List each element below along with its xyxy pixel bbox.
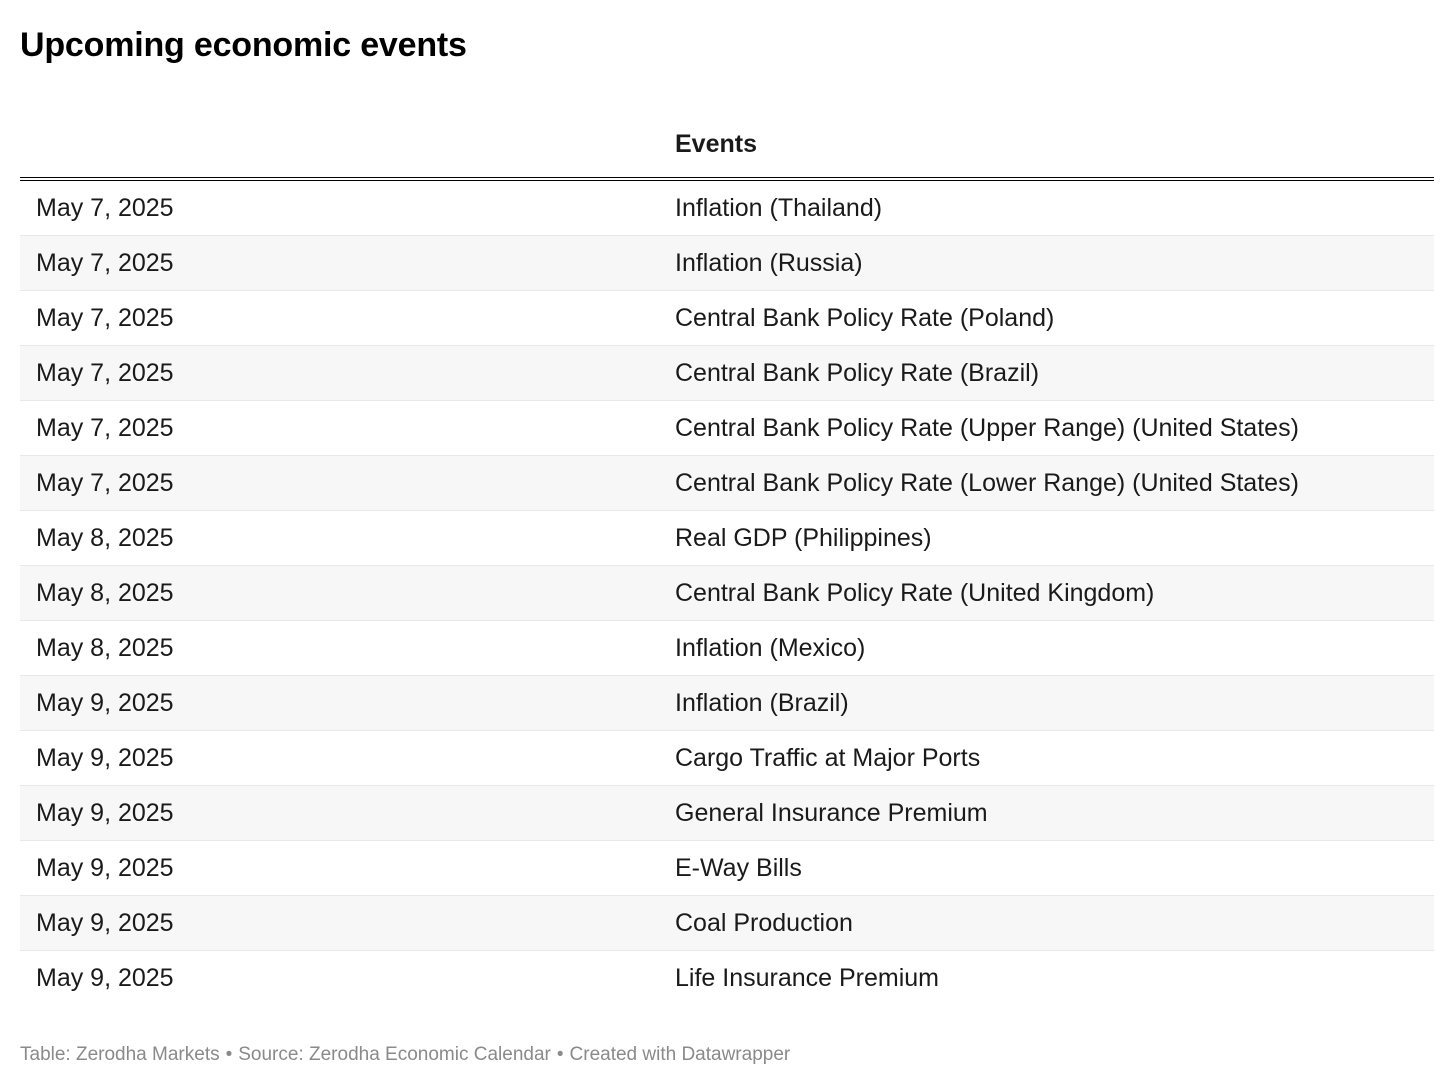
economic-events-table: Events May 7, 2025 Inflation (Thailand) Ma… xyxy=(20,131,1434,1005)
event-cell: E-Way Bills xyxy=(675,854,802,882)
date-cell: May 9, 2025 xyxy=(36,909,174,937)
event-cell: Central Bank Policy Rate (Poland) xyxy=(675,304,1055,332)
date-cell: May 9, 2025 xyxy=(36,854,174,882)
date-cell: May 7, 2025 xyxy=(36,194,174,222)
table-header: Events xyxy=(20,131,1434,181)
event-cell: Real GDP (Philippines) xyxy=(675,524,932,552)
table-credit: Table: Zerodha Markets xyxy=(20,1044,220,1065)
table-row: May 9, 2025 Life Insurance Premium xyxy=(20,950,1434,1006)
event-cell: Central Bank Policy Rate (United Kingdom… xyxy=(675,579,1155,607)
event-cell: Central Bank Policy Rate (Brazil) xyxy=(675,359,1040,387)
event-cell: Inflation (Thailand) xyxy=(675,194,883,222)
table-row: May 8, 2025 Real GDP (Philippines) xyxy=(20,510,1434,566)
date-cell: May 9, 2025 xyxy=(36,964,174,992)
table-row: May 9, 2025 E-Way Bills xyxy=(20,840,1434,896)
event-cell: Coal Production xyxy=(675,909,853,937)
table-row: May 7, 2025 Central Bank Policy Rate (Bra… xyxy=(20,345,1434,401)
date-cell: May 7, 2025 xyxy=(36,359,174,387)
footer-credits: Table: Zerodha Markets • Source: Zerodha E… xyxy=(20,1043,1434,1067)
table-row: May 9, 2025 Cargo Traffic at Major Ports xyxy=(20,730,1434,786)
table-body: May 7, 2025 Inflation (Thailand) May 7, 20… xyxy=(20,179,1434,1005)
credit-separator: • xyxy=(225,1044,233,1065)
column-header-events: Events xyxy=(675,131,1434,181)
date-cell: May 8, 2025 xyxy=(36,524,174,552)
date-cell: May 7, 2025 xyxy=(36,304,174,332)
event-cell: Inflation (Russia) xyxy=(675,249,863,277)
event-cell: Cargo Traffic at Major Ports xyxy=(675,744,981,772)
table-row: May 7, 2025 Central Bank Policy Rate (Pol… xyxy=(20,290,1434,346)
column-header-date xyxy=(20,131,675,181)
table-row: May 9, 2025 General Insurance Premium xyxy=(20,785,1434,841)
date-cell: May 8, 2025 xyxy=(36,634,174,662)
date-cell: May 8, 2025 xyxy=(36,579,174,607)
event-cell: Life Insurance Premium xyxy=(675,964,940,992)
date-cell: May 9, 2025 xyxy=(36,744,174,772)
table-row: May 7, 2025 Central Bank Policy Rate (Low… xyxy=(20,455,1434,511)
date-cell: May 7, 2025 xyxy=(36,414,174,442)
date-cell: May 9, 2025 xyxy=(36,689,174,717)
event-cell: Central Bank Policy Rate (Upper Range) (… xyxy=(675,414,1299,442)
created-with-credit: Created with Datawrapper xyxy=(569,1044,791,1065)
table-header-row: Events xyxy=(20,131,1434,181)
table-row: May 9, 2025 Inflation (Brazil) xyxy=(20,675,1434,731)
table-row: May 7, 2025 Central Bank Policy Rate (Upp… xyxy=(20,400,1434,456)
source-credit: Source: Zerodha Economic Calendar xyxy=(238,1044,551,1065)
date-cell: May 7, 2025 xyxy=(36,469,174,497)
event-cell: General Insurance Premium xyxy=(675,799,988,827)
credit-separator: • xyxy=(556,1044,564,1065)
date-cell: May 7, 2025 xyxy=(36,249,174,277)
table-row: May 9, 2025 Coal Production xyxy=(20,895,1434,951)
date-cell: May 9, 2025 xyxy=(36,799,174,827)
event-cell: Inflation (Mexico) xyxy=(675,634,866,662)
table-row: May 8, 2025 Inflation (Mexico) xyxy=(20,620,1434,676)
table-row: May 7, 2025 Inflation (Russia) xyxy=(20,235,1434,291)
table-row: May 8, 2025 Central Bank Policy Rate (Uni… xyxy=(20,565,1434,621)
event-cell: Central Bank Policy Rate (Lower Range) (… xyxy=(675,469,1299,497)
page-title: Upcoming economic events xyxy=(20,26,467,64)
event-cell: Inflation (Brazil) xyxy=(675,689,849,717)
table-row: May 7, 2025 Inflation (Thailand) xyxy=(20,179,1434,236)
